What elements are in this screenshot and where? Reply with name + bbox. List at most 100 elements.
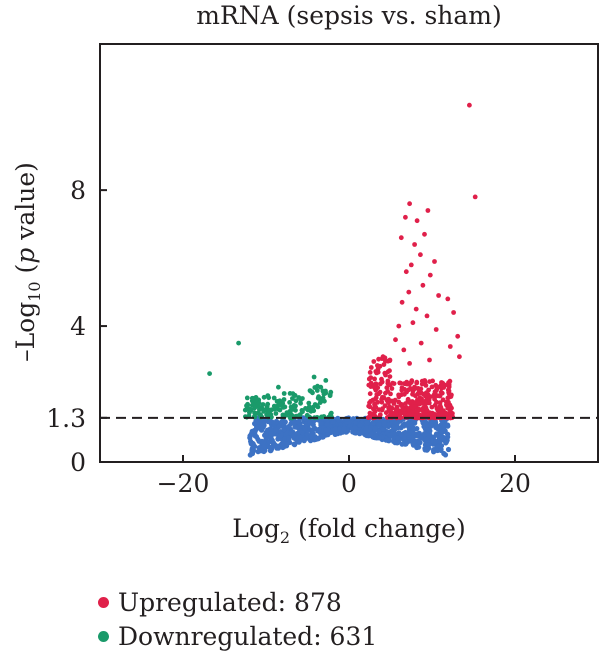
downregulated-point — [323, 390, 329, 396]
upregulated-point — [440, 397, 446, 403]
axis-ticks: −20 0 20 0 1.3 4 8 — [46, 176, 598, 498]
upregulated-point — [443, 415, 449, 421]
not-significant-point — [325, 432, 331, 438]
upregulated-point — [407, 361, 412, 366]
downregulated-point — [319, 414, 324, 420]
upregulated-point — [386, 405, 392, 411]
upregulated-point — [403, 214, 408, 220]
not-significant-point — [330, 419, 336, 425]
upregulated-point — [427, 379, 432, 384]
downregulated-point — [284, 410, 290, 416]
downregulated-point — [244, 395, 250, 401]
legend-upregulated-marker — [98, 597, 109, 608]
upregulated-point — [399, 385, 405, 391]
upregulated-point — [438, 405, 444, 410]
not-significant-point — [417, 440, 423, 446]
y-tick-label: 4 — [70, 312, 86, 341]
downregulated-point — [265, 409, 271, 415]
not-significant-point — [286, 435, 292, 441]
not-significant-point — [273, 419, 279, 425]
upregulated-point — [445, 296, 451, 302]
not-significant-point — [409, 435, 415, 441]
not-significant-point — [387, 432, 393, 438]
upregulated-point — [426, 400, 432, 406]
upregulated-point — [414, 218, 420, 224]
upregulated-point — [412, 400, 418, 405]
upregulated-point — [406, 289, 412, 295]
upregulated-point — [405, 396, 411, 402]
downregulated-point — [280, 412, 286, 418]
legend-downregulated-label: Downregulated: 631 — [118, 622, 378, 651]
not-significant-point — [426, 433, 432, 439]
upregulated-point — [393, 407, 399, 412]
not-significant-point — [256, 438, 262, 444]
upregulated-point — [407, 201, 412, 207]
y-axis-label-italic: p — [11, 248, 40, 264]
upregulated-point — [445, 395, 451, 401]
downregulated-point — [296, 395, 302, 400]
not-significant-point — [370, 420, 376, 426]
downregulated-point — [310, 404, 316, 410]
upregulated-point — [387, 368, 392, 374]
upregulated-point — [389, 386, 395, 391]
downregulated-point — [290, 407, 295, 412]
upregulated-point — [390, 380, 395, 386]
downregulated-point — [252, 410, 257, 416]
upregulated-point — [419, 390, 424, 396]
not-significant-point — [376, 422, 382, 428]
not-significant-point — [416, 444, 422, 450]
downregulated-point — [236, 340, 242, 346]
upregulated-point — [372, 376, 377, 382]
upregulated-point — [412, 242, 417, 247]
not-significant-point — [421, 423, 427, 430]
downregulated-point — [247, 410, 252, 415]
y-axis-label: –Log10 (p value) — [11, 162, 44, 362]
not-significant-point — [381, 419, 387, 426]
not-significant-point — [277, 433, 283, 439]
x-tick-label: −20 — [157, 469, 210, 498]
upregulated-point — [396, 394, 402, 400]
upregulated-point — [425, 208, 431, 213]
upregulated-point — [373, 404, 379, 410]
legend-upregulated-label: Upregulated: 878 — [118, 588, 342, 617]
upregulated-point — [386, 400, 391, 406]
upregulated-point — [383, 390, 388, 396]
upregulated-point — [376, 391, 382, 397]
not-significant-point — [335, 417, 342, 423]
x-tick-label: 0 — [341, 469, 357, 498]
not-significant-point — [291, 432, 297, 439]
not-significant-point — [255, 449, 261, 455]
upregulated-point — [393, 337, 398, 343]
legend-upregulated: Upregulated: 878 — [98, 588, 342, 618]
upregulated-point — [414, 379, 420, 385]
upregulated-point — [399, 403, 404, 408]
not-significant-point — [395, 435, 401, 441]
upregulated-point — [371, 359, 377, 364]
upregulated-point — [431, 414, 437, 420]
upregulated-point — [436, 293, 441, 298]
downregulated-point — [306, 400, 312, 406]
upregulated-point — [433, 327, 439, 332]
upregulated-point — [399, 299, 405, 305]
not-significant-point — [247, 452, 253, 458]
downregulated-point — [300, 409, 305, 415]
x-axis-label-suffix: (fold change) — [290, 514, 466, 543]
downregulated-point — [265, 401, 271, 407]
not-significant-point — [252, 433, 258, 439]
downregulated-point — [247, 406, 253, 412]
not-significant-point — [357, 422, 363, 428]
not-significant-point — [254, 419, 260, 425]
not-significant-point — [438, 447, 444, 453]
upregulated-point — [437, 393, 443, 399]
upregulated-point — [446, 399, 451, 405]
upregulated-point — [448, 413, 453, 418]
not-significant-point — [442, 452, 449, 458]
not-significant-point — [332, 426, 338, 432]
not-significant-point — [405, 439, 411, 445]
not-significant-point — [443, 440, 449, 446]
not-significant-point — [260, 439, 266, 445]
upregulated-point — [403, 269, 409, 275]
not-significant-point — [398, 425, 404, 431]
upregulated-point — [421, 410, 427, 416]
